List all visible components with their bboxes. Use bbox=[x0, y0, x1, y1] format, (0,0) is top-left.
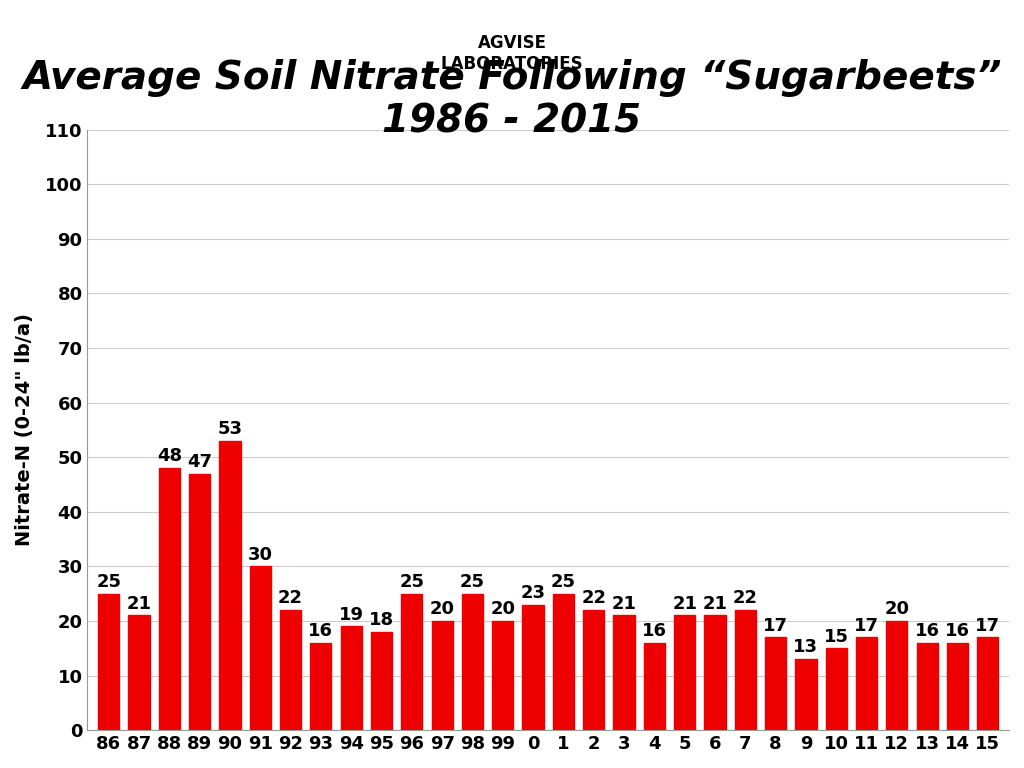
Text: Average Soil Nitrate Following “Sugarbeets”
1986 - 2015: Average Soil Nitrate Following “Sugarbee… bbox=[23, 59, 1001, 141]
Bar bbox=[886, 621, 907, 730]
Text: 19: 19 bbox=[339, 606, 364, 624]
Text: 48: 48 bbox=[157, 447, 182, 465]
Bar bbox=[553, 594, 574, 730]
Bar bbox=[583, 610, 604, 730]
Text: 20: 20 bbox=[430, 601, 455, 618]
Bar bbox=[159, 468, 180, 730]
Text: 17: 17 bbox=[854, 617, 879, 634]
Bar bbox=[280, 610, 301, 730]
Bar bbox=[734, 610, 756, 730]
Bar bbox=[947, 643, 968, 730]
Text: 16: 16 bbox=[642, 622, 667, 640]
Y-axis label: Nitrate-N (0-24" lb/a): Nitrate-N (0-24" lb/a) bbox=[15, 313, 34, 546]
Bar bbox=[219, 441, 241, 730]
Bar bbox=[825, 648, 847, 730]
Bar bbox=[644, 643, 665, 730]
Text: AGVISE
LABORATORIES: AGVISE LABORATORIES bbox=[440, 35, 584, 73]
Bar bbox=[705, 615, 726, 730]
Bar bbox=[796, 659, 816, 730]
Text: 21: 21 bbox=[672, 594, 697, 613]
Text: 16: 16 bbox=[308, 622, 334, 640]
Bar bbox=[977, 637, 998, 730]
Text: 22: 22 bbox=[582, 589, 606, 607]
Bar bbox=[431, 621, 453, 730]
Text: 16: 16 bbox=[945, 622, 970, 640]
Text: 13: 13 bbox=[794, 638, 818, 657]
Text: 17: 17 bbox=[975, 617, 1000, 634]
Bar bbox=[98, 594, 120, 730]
Bar bbox=[493, 621, 513, 730]
Bar bbox=[522, 604, 544, 730]
Text: 25: 25 bbox=[551, 573, 575, 591]
Text: 21: 21 bbox=[702, 594, 727, 613]
Bar bbox=[462, 594, 483, 730]
Bar bbox=[189, 474, 210, 730]
Bar bbox=[371, 632, 392, 730]
Text: 53: 53 bbox=[217, 420, 243, 438]
Text: 22: 22 bbox=[733, 589, 758, 607]
Text: 22: 22 bbox=[279, 589, 303, 607]
Bar bbox=[341, 627, 361, 730]
Bar bbox=[674, 615, 695, 730]
Bar bbox=[250, 566, 271, 730]
Text: 47: 47 bbox=[187, 453, 212, 471]
Text: 17: 17 bbox=[763, 617, 788, 634]
Bar bbox=[310, 643, 332, 730]
Text: 25: 25 bbox=[96, 573, 121, 591]
Text: 21: 21 bbox=[127, 594, 152, 613]
Text: 30: 30 bbox=[248, 545, 272, 564]
Bar bbox=[401, 594, 423, 730]
Bar bbox=[613, 615, 635, 730]
Bar bbox=[856, 637, 878, 730]
Text: 20: 20 bbox=[885, 601, 909, 618]
Text: 18: 18 bbox=[369, 611, 394, 629]
Bar bbox=[916, 643, 938, 730]
Text: 15: 15 bbox=[823, 627, 849, 646]
Text: 21: 21 bbox=[611, 594, 637, 613]
Text: 23: 23 bbox=[520, 584, 546, 602]
Bar bbox=[765, 637, 786, 730]
Text: 20: 20 bbox=[490, 601, 515, 618]
Text: 16: 16 bbox=[914, 622, 940, 640]
Text: 25: 25 bbox=[460, 573, 485, 591]
Text: 25: 25 bbox=[399, 573, 424, 591]
Bar bbox=[128, 615, 150, 730]
